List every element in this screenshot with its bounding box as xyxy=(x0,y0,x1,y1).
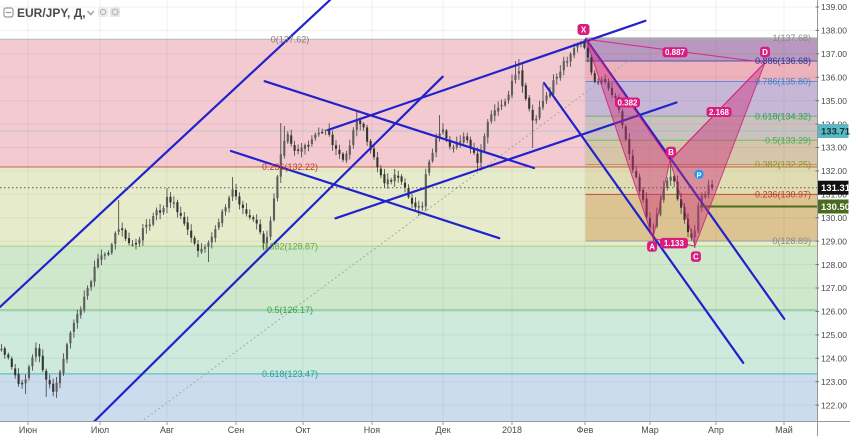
svg-text:C: C xyxy=(693,252,699,261)
svg-text:D: D xyxy=(762,48,768,57)
svg-text:2018: 2018 xyxy=(502,425,522,435)
svg-text:EUR/JPY, Д,: EUR/JPY, Д, xyxy=(17,6,86,20)
svg-text:B: B xyxy=(668,148,674,157)
svg-text:0.5(133.29): 0.5(133.29) xyxy=(765,135,811,145)
svg-text:135.00: 135.00 xyxy=(821,96,847,106)
svg-text:Май: Май xyxy=(775,425,793,435)
svg-text:0.618(134.32): 0.618(134.32) xyxy=(755,111,811,121)
svg-text:131.31: 131.31 xyxy=(821,183,850,194)
svg-text:P: P xyxy=(696,170,701,179)
svg-text:Окт: Окт xyxy=(295,425,310,435)
svg-text:125.00: 125.00 xyxy=(821,330,847,340)
svg-text:2.168: 2.168 xyxy=(709,108,730,117)
svg-text:1.133: 1.133 xyxy=(664,239,685,248)
svg-text:0.382: 0.382 xyxy=(617,98,638,107)
svg-text:0.886(136.68): 0.886(136.68) xyxy=(755,56,811,66)
svg-text:A: A xyxy=(649,242,655,251)
svg-text:Ноя: Ноя xyxy=(364,425,381,435)
svg-text:0.5(126.17): 0.5(126.17) xyxy=(267,305,313,315)
svg-text:1(137.68): 1(137.68) xyxy=(772,33,811,43)
svg-text:124.00: 124.00 xyxy=(821,354,847,364)
svg-text:Апр: Апр xyxy=(708,425,724,435)
svg-text:Июн: Июн xyxy=(19,425,37,435)
svg-text:133.00: 133.00 xyxy=(821,143,847,153)
svg-text:Сен: Сен xyxy=(228,425,245,435)
svg-text:122.00: 122.00 xyxy=(821,400,847,410)
svg-text:127.00: 127.00 xyxy=(821,283,847,293)
svg-text:0(128.89): 0(128.89) xyxy=(772,236,811,246)
svg-text:0(137.62): 0(137.62) xyxy=(271,34,310,44)
svg-text:128.00: 128.00 xyxy=(821,260,847,270)
svg-text:129.00: 129.00 xyxy=(821,236,847,246)
svg-text:132.00: 132.00 xyxy=(821,166,847,176)
svg-text:126.00: 126.00 xyxy=(821,307,847,317)
svg-text:133.71: 133.71 xyxy=(821,127,850,138)
svg-text:138.00: 138.00 xyxy=(821,26,847,36)
svg-text:139.00: 139.00 xyxy=(821,2,847,12)
svg-text:0.786(135.80): 0.786(135.80) xyxy=(755,77,811,87)
svg-text:123.00: 123.00 xyxy=(821,377,847,387)
svg-text:0.236(132.22): 0.236(132.22) xyxy=(262,162,318,172)
svg-text:Фев: Фев xyxy=(577,425,594,435)
svg-text:Июл: Июл xyxy=(91,425,109,435)
svg-text:0.618(123.47): 0.618(123.47) xyxy=(262,369,318,379)
svg-text:137.00: 137.00 xyxy=(821,49,847,59)
svg-text:130.00: 130.00 xyxy=(821,213,847,223)
svg-text:X: X xyxy=(581,25,587,34)
svg-text:Авг: Авг xyxy=(160,425,175,435)
svg-text:Мар: Мар xyxy=(641,425,659,435)
svg-text:0.382(128.87): 0.382(128.87) xyxy=(262,241,318,251)
svg-text:0.236(130.97): 0.236(130.97) xyxy=(755,190,811,200)
svg-text:136.00: 136.00 xyxy=(821,73,847,83)
svg-text:0.382(132.25): 0.382(132.25) xyxy=(755,160,811,170)
svg-text:Дек: Дек xyxy=(435,425,450,435)
svg-text:0.887: 0.887 xyxy=(665,48,686,57)
svg-text:130.50: 130.50 xyxy=(821,202,850,213)
